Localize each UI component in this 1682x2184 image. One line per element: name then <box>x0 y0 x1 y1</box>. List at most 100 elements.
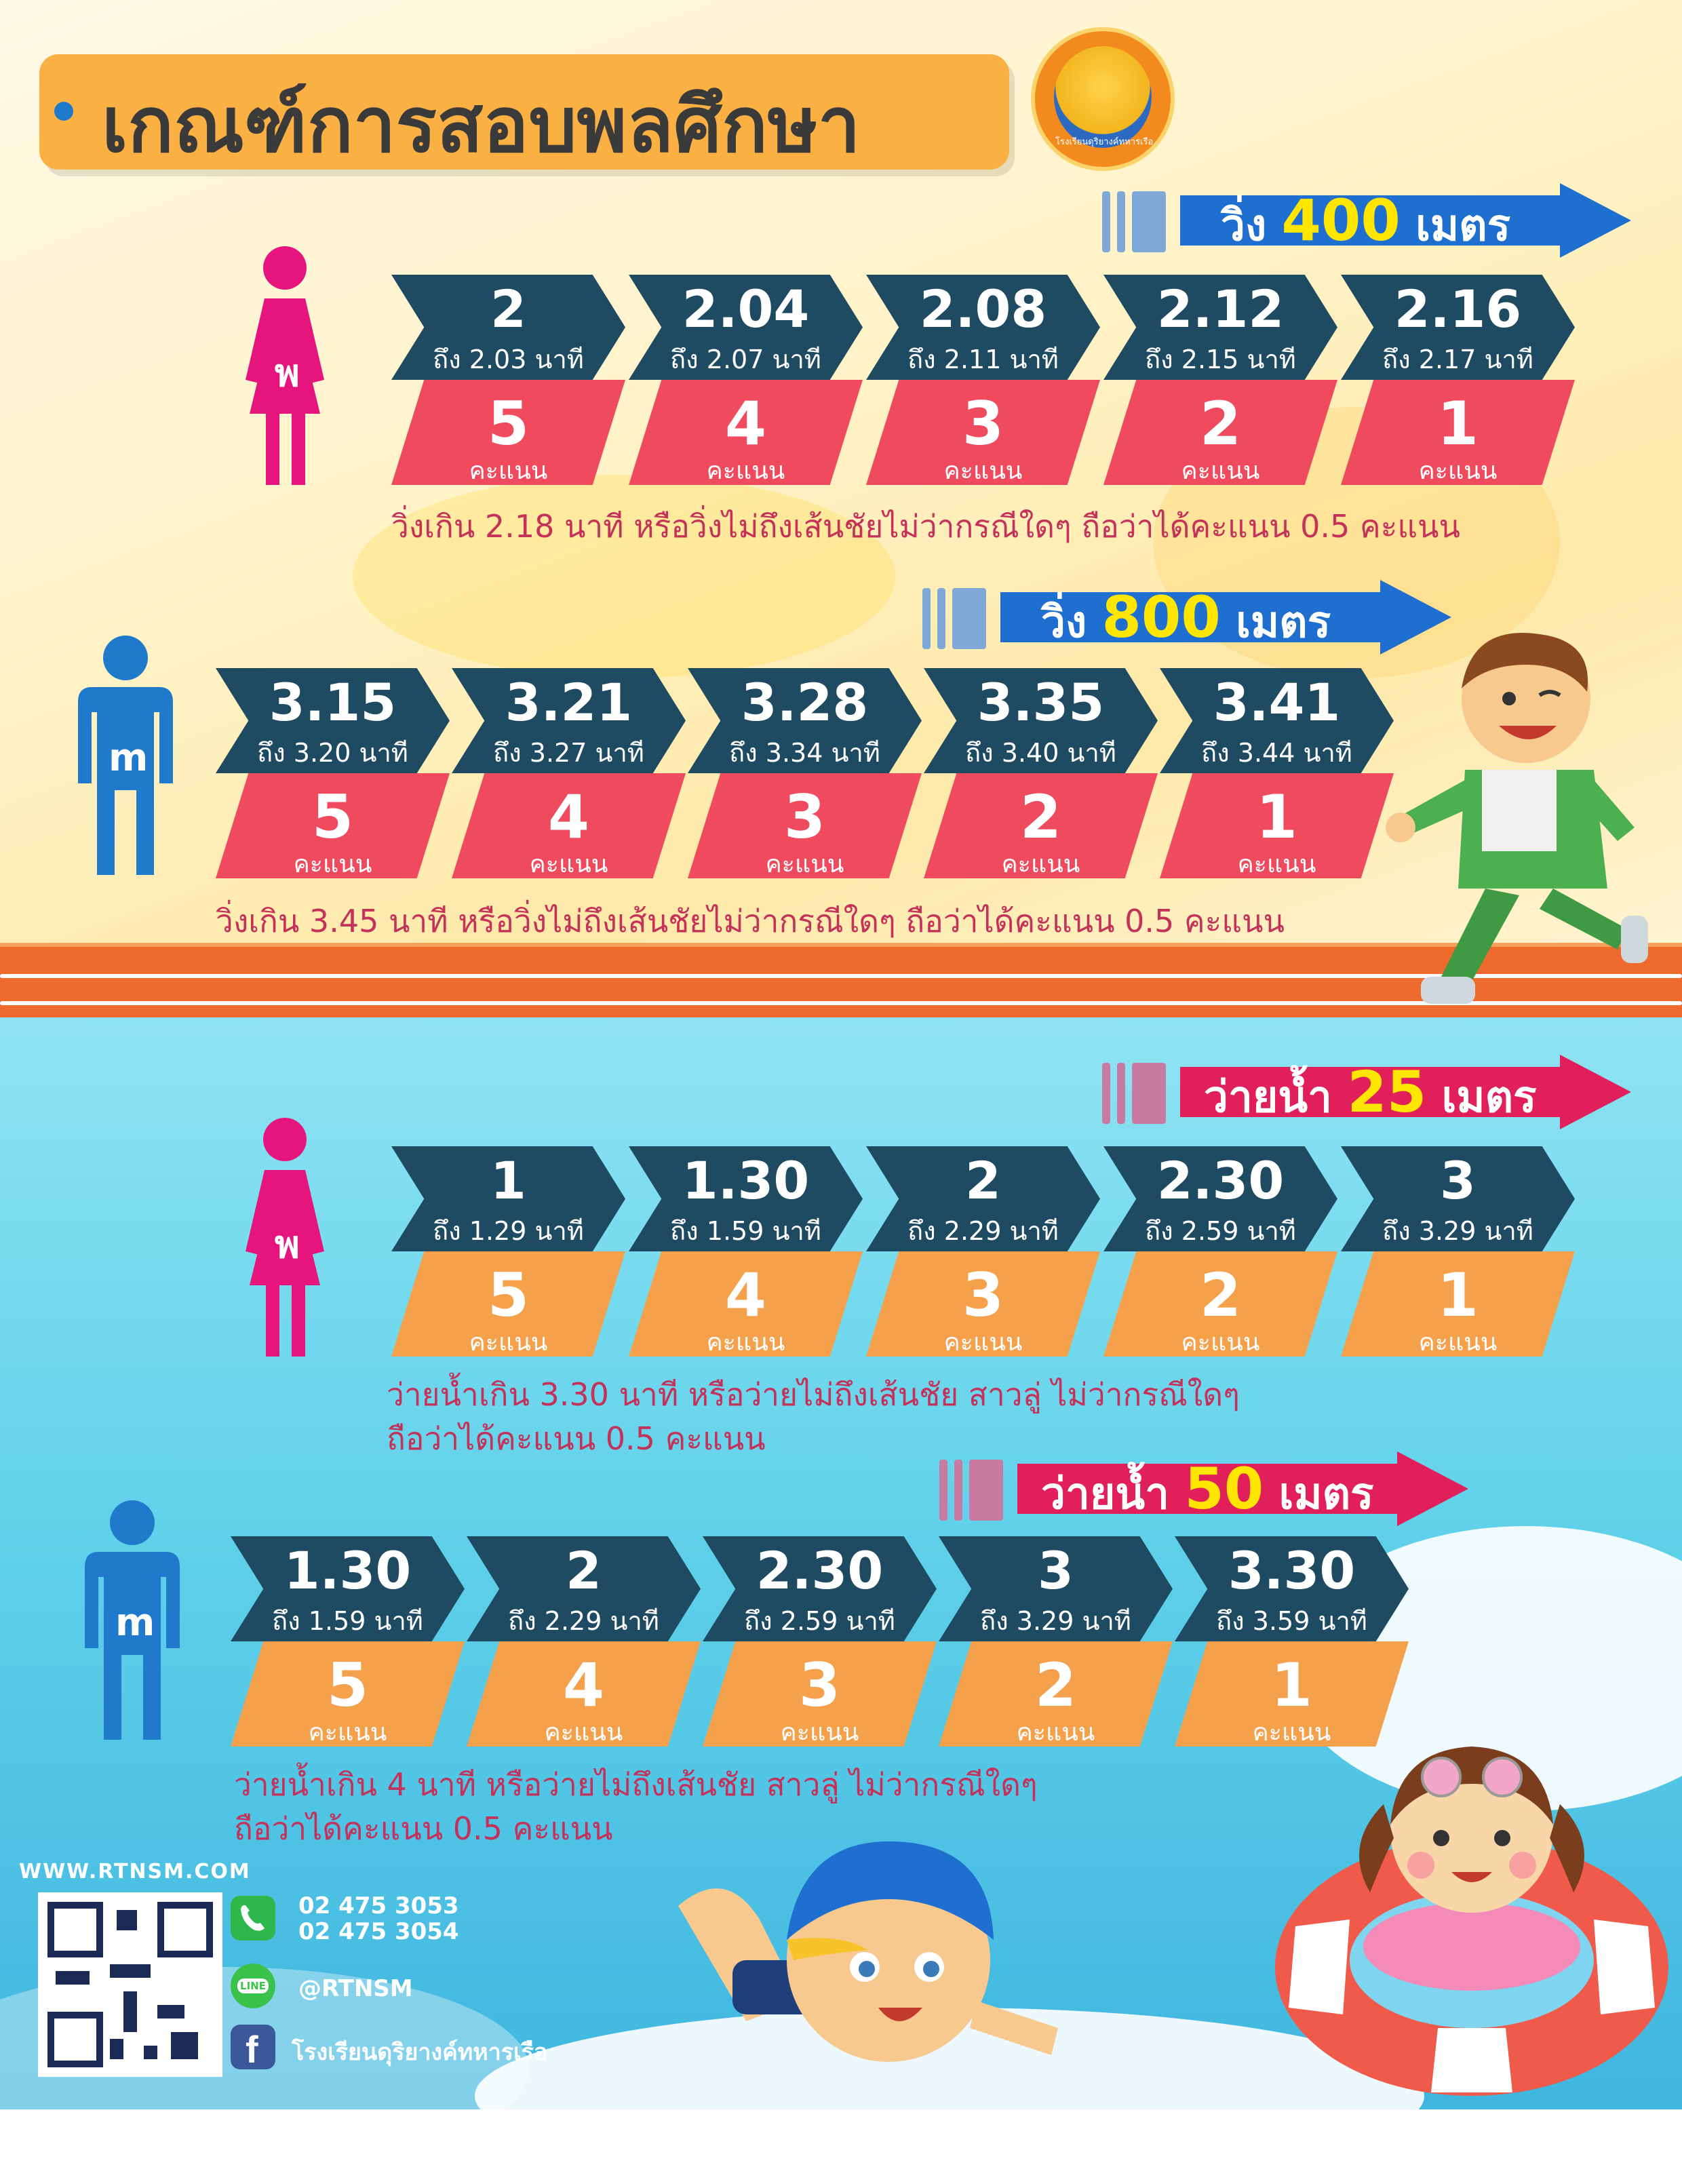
title-banner <box>39 54 1009 170</box>
time-start: 3.35 <box>977 672 1105 733</box>
time-chevron <box>866 275 1100 380</box>
score-band <box>231 1641 465 1747</box>
score-band <box>391 1251 625 1357</box>
score-band <box>703 1641 937 1747</box>
score-card: 3.21 ถึง 3.27 นาที 4 คะแนน <box>452 668 686 878</box>
page-title: เกณฑ์การสอบพลศึกษา <box>102 81 861 170</box>
emblem-icon <box>1054 46 1152 148</box>
score-card: 2.04 ถึง 2.07 นาที 4 คะแนน <box>629 275 863 485</box>
time-chevron <box>629 1146 863 1251</box>
score-card: 2.30 ถึง 2.59 นาที 2 คะแนน <box>1103 1146 1337 1357</box>
time-end: ถึง 3.40 นาที <box>965 738 1116 768</box>
line-id[interactable]: @RTNSM <box>298 1975 413 2002</box>
time-chevron <box>688 668 922 773</box>
phone-glyph <box>241 1905 265 1931</box>
time-start: 2.30 <box>756 1540 884 1601</box>
time-end: ถึง 2.17 นาที <box>1382 345 1533 374</box>
line-icon[interactable]: LINE <box>231 1964 275 2008</box>
score-unit: คะแนน <box>1181 457 1260 485</box>
score-band <box>939 1641 1173 1747</box>
time-end: ถึง 3.29 นาที <box>980 1606 1131 1636</box>
score-card: 2.08 ถึง 2.11 นาที 3 คะแนน <box>866 275 1100 485</box>
score-value: 4 <box>724 1260 767 1330</box>
score-unit: คะแนน <box>706 457 785 485</box>
line-glyph: LINE <box>237 1978 269 1993</box>
banner-label: ว่ายน้ำ 50 เมตร <box>1041 1451 1374 1526</box>
banner-number: 400 <box>1281 187 1401 254</box>
score-card: 2 ถึง 2.29 นาที 4 คะแนน <box>467 1536 701 1747</box>
facebook-page[interactable]: โรงเรียนดุริยางค์ทหารเรือ <box>292 2039 548 2066</box>
time-start: 2.16 <box>1394 279 1522 339</box>
score-card: 3.35 ถึง 3.40 นาที 2 คะแนน <box>924 668 1158 878</box>
banner-stripe <box>1102 1063 1110 1124</box>
website-link[interactable]: WWW.RTNSM.COM <box>19 1860 251 1884</box>
female-icon <box>246 1118 324 1357</box>
time-chevron <box>1103 275 1337 380</box>
time-end: ถึง 3.44 นาที <box>1201 738 1352 768</box>
run-800-note: วิ่งเกิน 3.45 นาที หรือวิ่งไม่ถึงเส้นชัย… <box>216 903 1285 939</box>
score-unit: คะแนน <box>1252 1719 1331 1747</box>
banner-label: วิ่ง 400 เมตร <box>1221 183 1510 258</box>
track-lane-line <box>0 1001 1682 1005</box>
score-unit: คะแนน <box>943 1329 1023 1357</box>
banner-stripe <box>1102 191 1110 252</box>
qr-code[interactable] <box>38 1892 222 2077</box>
time-chevron <box>866 1146 1100 1251</box>
time-chevron <box>1160 668 1394 773</box>
score-card: 2.12 ถึง 2.15 นาที 2 คะแนน <box>1103 275 1337 485</box>
score-card: 3.15 ถึง 3.20 นาที 5 คะแนน <box>216 668 450 878</box>
banner-number: 800 <box>1101 584 1221 650</box>
time-chevron <box>391 275 625 380</box>
score-band <box>1341 380 1575 485</box>
time-end: ถึง 3.20 นาที <box>257 738 408 768</box>
qr-module <box>157 2005 184 2019</box>
track-lane-line <box>0 974 1682 978</box>
score-card: 2 ถึง 2.29 นาที 3 คะแนน <box>866 1146 1100 1357</box>
score-unit: คะแนน <box>1181 1329 1260 1357</box>
score-unit: คะแนน <box>469 457 548 485</box>
time-chevron <box>1175 1536 1409 1641</box>
score-value: 5 <box>487 1260 530 1330</box>
qr-module <box>117 1910 137 1930</box>
score-unit: คะแนน <box>780 1719 859 1747</box>
score-card: 2.30 ถึง 2.59 นาที 3 คะแนน <box>703 1536 937 1747</box>
time-start: 1 <box>490 1150 526 1211</box>
score-value: 2 <box>1199 389 1242 459</box>
score-card: 3.41 ถึง 3.44 นาที 1 คะแนน <box>1160 668 1394 878</box>
time-end: ถึง 2.29 นาที <box>907 1216 1059 1246</box>
banner-suffix: เมตร <box>1278 1469 1374 1519</box>
score-band <box>1103 1251 1337 1357</box>
time-start: 2.08 <box>919 279 1047 339</box>
score-value: 4 <box>724 389 767 459</box>
score-card: 2.16 ถึง 2.17 นาที 1 คะแนน <box>1341 275 1575 485</box>
score-card: 1.30 ถึง 1.59 นาที 5 คะแนน <box>231 1536 465 1747</box>
banner-prefix: ว่ายน้ำ <box>1204 1072 1333 1123</box>
banner-prefix: วิ่ง <box>1041 598 1087 648</box>
time-chevron <box>452 668 686 773</box>
score-card: 1.30 ถึง 1.59 นาที 4 คะแนน <box>629 1146 863 1357</box>
qr-finder <box>47 1902 103 1957</box>
phone-icon[interactable] <box>231 1896 275 1941</box>
time-start: 1.30 <box>283 1540 412 1601</box>
score-value: 2 <box>1199 1260 1242 1330</box>
facebook-icon[interactable]: f <box>231 2025 275 2071</box>
score-value: 2 <box>1019 782 1062 852</box>
bullet-icon <box>54 102 73 121</box>
banner-swim-25: ว่ายน้ำ 25 เมตร <box>1102 1055 1631 1129</box>
banner-stripe <box>922 588 931 649</box>
time-chevron <box>629 275 863 380</box>
score-band <box>216 773 450 878</box>
swim-50-note-line1: ว่ายน้ำเกิน 4 นาที หรือว่ายไม่ถึงเส้นชัย… <box>234 1766 1038 1803</box>
score-band <box>629 1251 863 1357</box>
banner-stripe <box>1117 191 1125 252</box>
banner-arrow <box>1000 580 1451 655</box>
time-start: 2 <box>490 279 526 339</box>
score-band <box>866 380 1100 485</box>
banner-stripe <box>952 588 986 649</box>
phone-number-1[interactable]: 02 475 3053 <box>298 1892 459 1919</box>
time-start: 3.28 <box>741 672 869 733</box>
score-band <box>1175 1641 1409 1747</box>
score-unit: คะแนน <box>706 1329 785 1357</box>
score-card: 2 ถึง 2.03 นาที 5 คะแนน <box>391 275 625 485</box>
phone-number-2[interactable]: 02 475 3054 <box>298 1918 459 1945</box>
